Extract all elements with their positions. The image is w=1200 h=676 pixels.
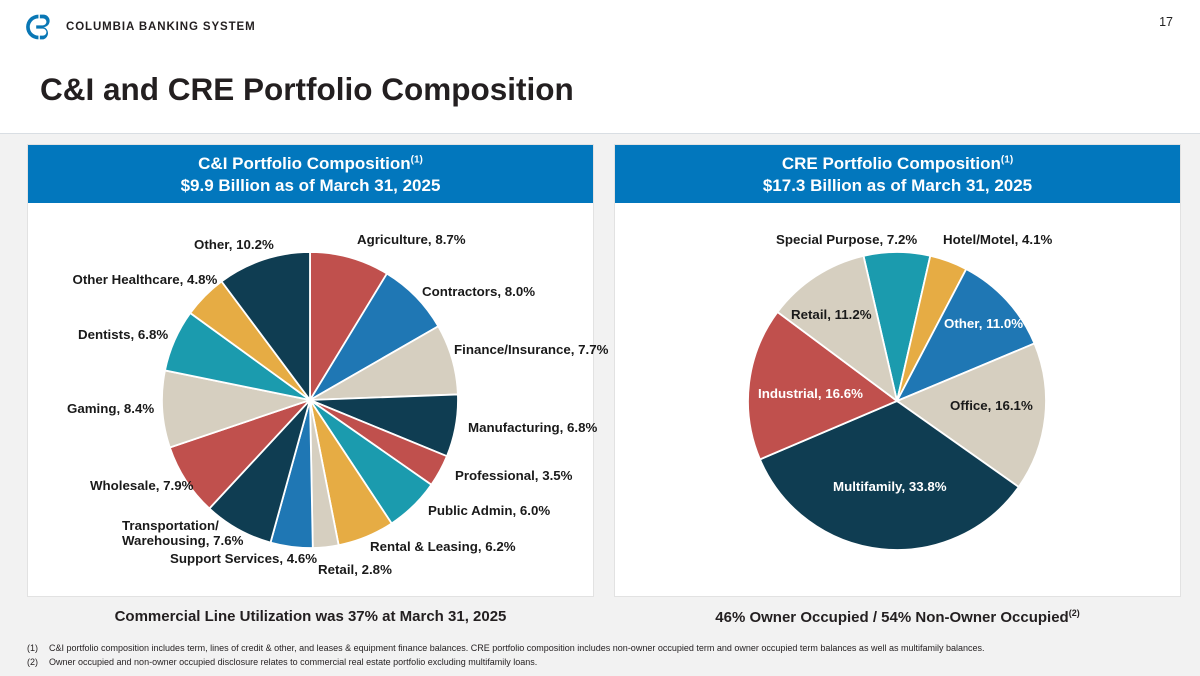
svg-text:Other Healthcare, 4.8%: Other Healthcare, 4.8% (73, 272, 218, 287)
svg-text:Industrial, 16.6%: Industrial, 16.6% (758, 386, 863, 401)
svg-text:Rental & Leasing, 6.2%: Rental & Leasing, 6.2% (370, 539, 516, 554)
svg-text:Transportation/: Transportation/ (122, 518, 219, 533)
svg-text:Agriculture, 8.7%: Agriculture, 8.7% (357, 232, 466, 247)
svg-text:Contractors, 8.0%: Contractors, 8.0% (422, 284, 535, 299)
svg-text:Finance/Insurance, 7.7%: Finance/Insurance, 7.7% (454, 342, 609, 357)
svg-text:Other, 11.0%: Other, 11.0% (944, 316, 1023, 331)
svg-text:Public Admin, 6.0%: Public Admin, 6.0% (428, 503, 550, 518)
svg-text:Multifamily, 33.8%: Multifamily, 33.8% (833, 479, 947, 494)
svg-text:Hotel/Motel, 4.1%: Hotel/Motel, 4.1% (943, 232, 1053, 247)
svg-text:Professional, 3.5%: Professional, 3.5% (455, 468, 573, 483)
svg-text:Gaming, 8.4%: Gaming, 8.4% (67, 401, 154, 416)
svg-text:Retail, 2.8%: Retail, 2.8% (318, 562, 392, 577)
svg-text:Manufacturing, 6.8%: Manufacturing, 6.8% (468, 420, 597, 435)
svg-text:Office, 16.1%: Office, 16.1% (950, 398, 1033, 413)
svg-text:Wholesale, 7.9%: Wholesale, 7.9% (90, 478, 194, 493)
svg-text:Other, 10.2%: Other, 10.2% (194, 237, 274, 252)
svg-text:Special Purpose, 7.2%: Special Purpose, 7.2% (776, 232, 917, 247)
svg-text:Support Services, 4.6%: Support Services, 4.6% (170, 551, 317, 566)
svg-text:Warehousing, 7.6%: Warehousing, 7.6% (122, 533, 244, 548)
svg-text:Retail, 11.2%: Retail, 11.2% (791, 307, 872, 322)
svg-text:Dentists, 6.8%: Dentists, 6.8% (78, 327, 168, 342)
